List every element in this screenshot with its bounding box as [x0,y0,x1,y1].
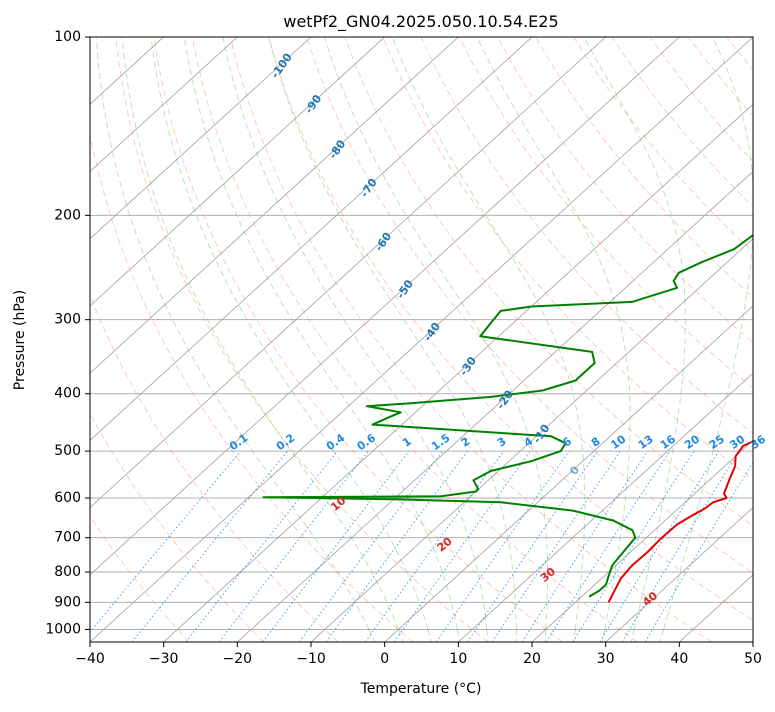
y-tick-label: 400 [54,386,81,402]
chart-title: wetPf2_GN04.2025.050.10.54.E25 [283,12,558,32]
y-tick-label: 1000 [45,621,81,637]
x-tick-label: 50 [744,651,762,667]
y-tick-label: 100 [54,29,81,45]
x-tick-label: −40 [75,651,105,667]
x-tick-label: 20 [523,651,541,667]
x-tick-label: 10 [449,651,467,667]
y-tick-label: 800 [54,564,81,580]
y-tick-label: 900 [54,594,81,610]
x-tick-label: −10 [296,651,326,667]
y-tick-label: 600 [54,490,81,506]
x-tick-label: −20 [223,651,253,667]
x-tick-label: 40 [670,651,688,667]
x-tick-label: 0 [380,651,389,667]
x-tick-label: 30 [597,651,615,667]
x-tick-label: −30 [149,651,179,667]
x-axis-label: Temperature (°C) [360,681,482,697]
y-tick-label: 700 [54,530,81,546]
y-tick-label: 500 [54,443,81,459]
y-tick-label: 200 [54,207,81,223]
y-tick-label: 300 [54,312,81,328]
y-axis-label: Pressure (hPa) [12,290,28,390]
